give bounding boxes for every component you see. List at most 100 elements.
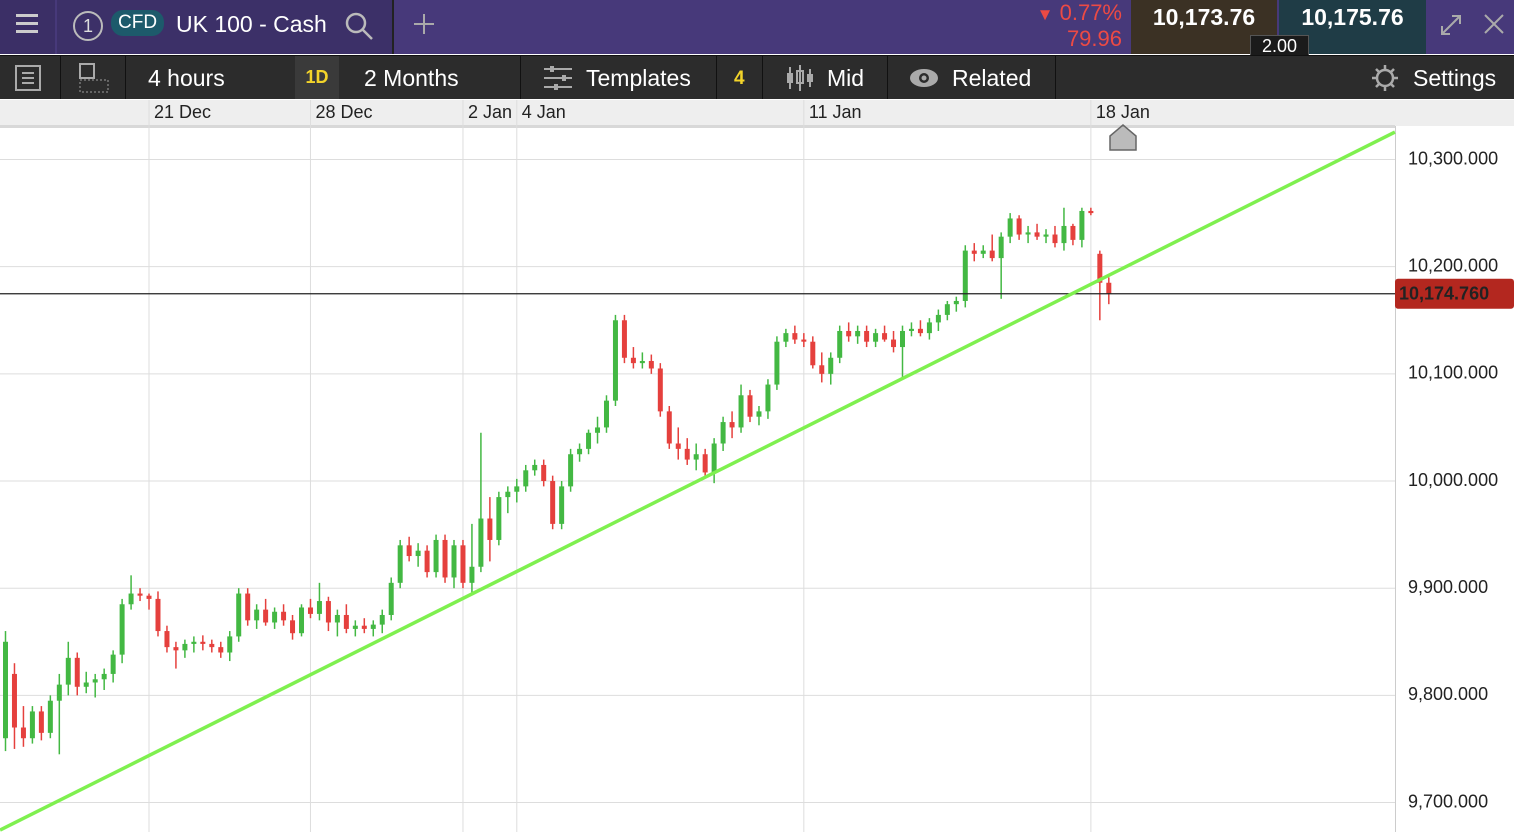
x-tick-label: 4 Jan: [522, 102, 566, 122]
separator: [716, 56, 717, 99]
y-tick-label: 9,900.000: [1408, 577, 1488, 597]
x-tick-label: 18 Jan: [1096, 102, 1150, 122]
candle-body: [20, 727, 26, 739]
y-tick-label: 9,700.000: [1408, 791, 1488, 811]
candle-body: [299, 607, 305, 634]
x-tick-label: 28 Dec: [315, 102, 372, 122]
candle-body: [559, 486, 565, 524]
candle-body: [38, 711, 44, 733]
candle-body: [612, 320, 618, 401]
interval[interactable]: 4 hours: [148, 65, 225, 91]
candle-body: [415, 550, 421, 557]
candle-body: [245, 593, 251, 621]
candle-body: [119, 604, 125, 655]
eye-icon: [910, 69, 938, 87]
y-tick-label: 10,000.000: [1408, 470, 1498, 490]
candle-body: [953, 300, 959, 305]
candle-body: [1079, 210, 1085, 240]
candle-body: [442, 539, 448, 578]
candle-body: [128, 593, 134, 605]
candle-body: [810, 341, 816, 366]
candle-body: [783, 333, 789, 342]
candle-body: [621, 320, 627, 358]
settings[interactable]: Settings: [1413, 65, 1497, 91]
candle-body: [451, 545, 457, 578]
candle-body: [146, 595, 152, 599]
layout-icon[interactable]: [78, 62, 110, 94]
candle-body: [944, 304, 950, 315]
candle-body: [379, 614, 385, 625]
candle-body: [83, 682, 89, 687]
expand-icon[interactable]: [1436, 10, 1466, 40]
change-box: ▼ 0.77% 79.96: [1030, 0, 1122, 52]
price-type[interactable]: Mid: [827, 65, 865, 91]
sell-price: 10,173.76: [1152, 4, 1256, 30]
add-tab[interactable]: [412, 12, 436, 36]
candle-body: [155, 598, 161, 632]
candle-body: [819, 365, 825, 374]
instrument-type: CFD: [111, 10, 165, 36]
candle-body: [747, 395, 753, 417]
candle-body: [227, 636, 233, 653]
trendline: [0, 130, 1396, 832]
candle-body: [3, 641, 8, 739]
candle-body: [882, 333, 888, 340]
x-tick-label: 21 Dec: [154, 102, 211, 122]
x-tick-label: 2 Jan: [468, 102, 512, 122]
templates-count: 4: [734, 68, 745, 89]
candle-body: [702, 454, 708, 473]
candle-body: [325, 601, 331, 623]
search-icon[interactable]: [343, 10, 377, 42]
candle-body: [711, 443, 717, 473]
templates[interactable]: Templates: [586, 65, 691, 91]
candle-body: [675, 443, 681, 449]
candle-body: [523, 470, 529, 487]
candle-body: [11, 673, 17, 728]
candle-body: [648, 360, 654, 369]
y-tick-label: 10,100.000: [1408, 363, 1498, 383]
change-percent: 0.77%: [1059, 0, 1122, 25]
candle-body: [209, 643, 215, 648]
candle-body: [47, 700, 53, 733]
toolbar: 4 hours 1D 2 Months Templates 4 Mid Rela…: [0, 55, 1514, 99]
interval-badge[interactable]: 1D: [295, 56, 339, 99]
range[interactable]: 2 Months: [364, 65, 459, 91]
candle-body: [74, 657, 80, 687]
candle-body: [1097, 253, 1103, 283]
candle-body: [254, 609, 260, 621]
candle-body: [1034, 232, 1040, 237]
candle-body: [756, 411, 762, 417]
candle-body: [487, 518, 493, 540]
menu-button[interactable]: [0, 0, 55, 54]
candle-body: [290, 620, 296, 634]
candle-body: [1016, 218, 1022, 235]
candle-body: [774, 341, 780, 385]
list-icon[interactable]: [14, 64, 42, 92]
candle-body: [388, 582, 394, 615]
instrument-tab[interactable]: 1 CFD UK 100 - Cash: [57, 0, 394, 54]
candle-body: [200, 641, 206, 644]
candle-body: [352, 625, 358, 629]
candle-body: [218, 647, 224, 653]
candle-body: [343, 614, 349, 629]
separator: [125, 56, 126, 99]
candle-body: [846, 330, 852, 337]
candle-body: [855, 330, 861, 337]
candle-body: [101, 673, 107, 680]
candle-body: [657, 368, 663, 412]
current-price-box: [1395, 278, 1514, 309]
candle-body: [1106, 282, 1112, 294]
candle-body: [496, 497, 502, 540]
candle-body: [1061, 225, 1067, 244]
candle-body: [864, 330, 870, 342]
related[interactable]: Related: [952, 65, 1032, 91]
candle-body: [873, 333, 879, 342]
candle-body: [684, 448, 690, 460]
candle-body: [1007, 218, 1013, 237]
event-marker[interactable]: [1109, 124, 1137, 151]
change-percent-row: ▼ 0.77%: [1030, 0, 1122, 26]
candle-body: [720, 422, 726, 444]
close-icon[interactable]: [1482, 12, 1506, 36]
candle-body: [272, 611, 278, 623]
